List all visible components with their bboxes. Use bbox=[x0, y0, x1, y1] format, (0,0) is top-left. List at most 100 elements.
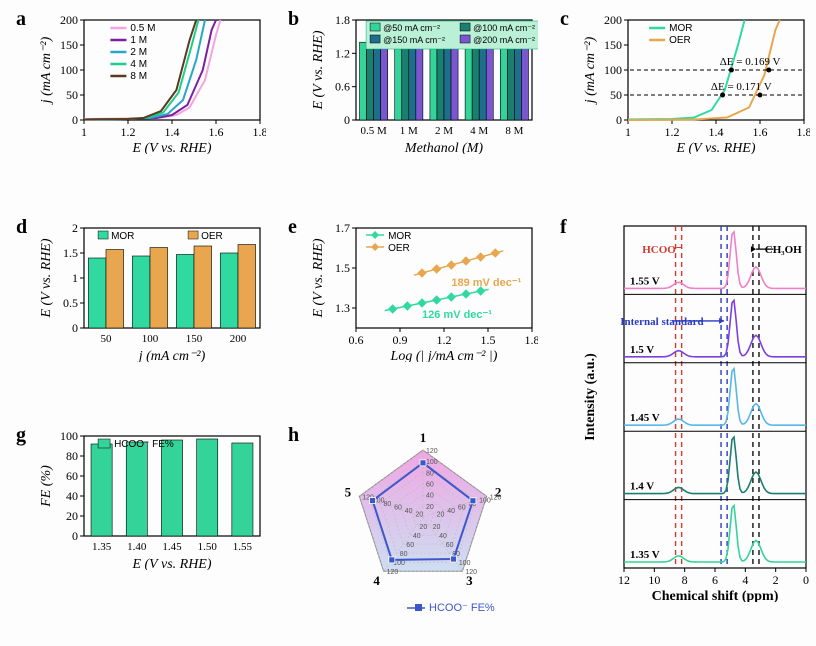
svg-text:60: 60 bbox=[66, 469, 78, 483]
panel-f: 024681012Chemical shift (ppm)Intensity (… bbox=[580, 222, 810, 602]
svg-text:8: 8 bbox=[682, 573, 688, 587]
svg-text:0.5 M: 0.5 M bbox=[360, 125, 387, 137]
svg-text:1.3: 1.3 bbox=[335, 301, 350, 315]
svg-text:8 M: 8 M bbox=[130, 71, 147, 82]
svg-text:100: 100 bbox=[426, 459, 438, 466]
svg-text:189 mV dec⁻¹: 189 mV dec⁻¹ bbox=[451, 277, 521, 289]
svg-text:j (mA cm⁻²): j (mA cm⁻²) bbox=[39, 36, 54, 105]
svg-text:6: 6 bbox=[712, 573, 718, 587]
svg-text:@150 mA cm⁻²: @150 mA cm⁻² bbox=[383, 35, 445, 45]
svg-text:40: 40 bbox=[405, 508, 413, 515]
panel-h: 1204060801001202204060801001203204060801… bbox=[308, 430, 538, 620]
svg-text:0: 0 bbox=[616, 113, 622, 127]
svg-text:1.35: 1.35 bbox=[92, 541, 112, 553]
svg-text:Intensity (a.u.): Intensity (a.u.) bbox=[583, 353, 598, 441]
svg-text:1.55: 1.55 bbox=[233, 541, 253, 553]
svg-text:12: 12 bbox=[618, 573, 630, 587]
svg-text:20: 20 bbox=[437, 512, 445, 519]
svg-text:4: 4 bbox=[742, 573, 748, 587]
svg-text:200: 200 bbox=[60, 14, 78, 27]
svg-text:1: 1 bbox=[81, 125, 87, 139]
svg-text:1.4: 1.4 bbox=[709, 125, 724, 139]
svg-text:1.45: 1.45 bbox=[162, 541, 182, 553]
svg-text:80: 80 bbox=[400, 551, 408, 558]
svg-text:@50 mA cm⁻²: @50 mA cm⁻² bbox=[383, 23, 440, 33]
svg-text:120: 120 bbox=[426, 448, 438, 455]
svg-text:1.8: 1.8 bbox=[797, 125, 811, 139]
label-g: g bbox=[16, 424, 26, 447]
svg-text:1.5: 1.5 bbox=[63, 246, 78, 260]
svg-text:40: 40 bbox=[439, 533, 447, 540]
svg-text:4 M: 4 M bbox=[470, 125, 488, 137]
svg-text:E (V vs. RHE): E (V vs. RHE) bbox=[311, 238, 326, 318]
svg-text:100: 100 bbox=[459, 560, 471, 567]
svg-text:50: 50 bbox=[610, 88, 622, 102]
svg-text:80: 80 bbox=[66, 449, 78, 463]
svg-text:OER: OER bbox=[201, 231, 223, 242]
label-b: b bbox=[288, 8, 299, 31]
svg-text:0: 0 bbox=[803, 573, 809, 587]
svg-text:200: 200 bbox=[230, 333, 247, 345]
svg-text:1 M: 1 M bbox=[400, 125, 418, 137]
svg-text:40: 40 bbox=[426, 493, 434, 500]
svg-text:E (V vs. RHE): E (V vs. RHE) bbox=[39, 238, 54, 318]
svg-text:1.45 V: 1.45 V bbox=[630, 412, 660, 424]
svg-text:1.8: 1.8 bbox=[335, 14, 350, 27]
label-c: c bbox=[560, 8, 569, 31]
svg-text:MOR: MOR bbox=[111, 231, 134, 242]
svg-text:1.5: 1.5 bbox=[335, 261, 350, 275]
figure-root: { "layout":{ "width":816,"height":646,"b… bbox=[0, 0, 816, 646]
svg-text:1 M: 1 M bbox=[130, 35, 147, 46]
svg-text:0.5: 0.5 bbox=[63, 296, 78, 310]
svg-text:100: 100 bbox=[604, 63, 622, 77]
svg-text:20: 20 bbox=[419, 524, 427, 531]
panel-d: 00.511.52j (mA cm⁻²)E (V vs. RHE)5010015… bbox=[36, 222, 266, 362]
svg-text:10: 10 bbox=[648, 573, 660, 587]
svg-text:100: 100 bbox=[142, 333, 159, 345]
svg-text:j (mA cm⁻²): j (mA cm⁻²) bbox=[137, 349, 206, 362]
svg-text:1.2: 1.2 bbox=[335, 46, 350, 60]
svg-text:E (V vs. RHE): E (V vs. RHE) bbox=[131, 141, 211, 154]
svg-text:20: 20 bbox=[66, 509, 78, 523]
svg-text:FE (%): FE (%) bbox=[39, 465, 54, 508]
svg-text:ΔE = 0.171 V: ΔE = 0.171 V bbox=[711, 81, 772, 93]
svg-text:MOR: MOR bbox=[388, 231, 411, 242]
svg-text:50: 50 bbox=[66, 88, 78, 102]
label-e: e bbox=[288, 216, 297, 239]
svg-text:2 M: 2 M bbox=[435, 125, 453, 137]
svg-text:1.6: 1.6 bbox=[753, 125, 768, 139]
svg-text:200: 200 bbox=[604, 14, 622, 27]
svg-text:80: 80 bbox=[384, 501, 392, 508]
panel-c: 11.21.41.61.8050100150200E (V vs. RHE)j … bbox=[580, 14, 810, 154]
svg-text:1.5: 1.5 bbox=[481, 333, 496, 347]
svg-text:20: 20 bbox=[433, 524, 441, 531]
svg-text:Chemical shift (ppm): Chemical shift (ppm) bbox=[652, 589, 779, 602]
panel-e: 0.60.91.21.51.81.31.51.7Log (| j/mA cm⁻²… bbox=[308, 222, 538, 362]
svg-text:MOR: MOR bbox=[669, 23, 692, 34]
svg-text:2: 2 bbox=[72, 222, 78, 235]
svg-text:4: 4 bbox=[373, 573, 380, 588]
svg-text:1.2: 1.2 bbox=[121, 125, 136, 139]
svg-text:@100 mA cm⁻²: @100 mA cm⁻² bbox=[473, 23, 535, 33]
svg-text:j (mA cm⁻²): j (mA cm⁻²) bbox=[583, 36, 598, 105]
svg-text:1.4: 1.4 bbox=[165, 125, 180, 139]
svg-text:8 M: 8 M bbox=[505, 125, 523, 137]
label-h: h bbox=[288, 424, 299, 447]
svg-text:1: 1 bbox=[420, 430, 427, 445]
svg-text:1.2: 1.2 bbox=[665, 125, 680, 139]
svg-text:150: 150 bbox=[186, 333, 203, 345]
svg-text:E (V vs. RHE): E (V vs. RHE) bbox=[131, 557, 211, 570]
svg-text:120: 120 bbox=[387, 569, 399, 576]
svg-text:Internal standard: Internal standard bbox=[620, 316, 703, 328]
svg-text:CH₃OH: CH₃OH bbox=[765, 244, 802, 256]
svg-text:0.5 M: 0.5 M bbox=[130, 23, 155, 34]
svg-text:0.6: 0.6 bbox=[349, 333, 364, 347]
svg-text:20: 20 bbox=[415, 512, 423, 519]
svg-text:0: 0 bbox=[72, 529, 78, 543]
svg-text:1.55 V: 1.55 V bbox=[630, 275, 660, 287]
svg-text:0: 0 bbox=[72, 321, 78, 335]
svg-text:1.7: 1.7 bbox=[335, 222, 350, 235]
svg-text:1.8: 1.8 bbox=[253, 125, 267, 139]
svg-text:126 mV dec⁻¹: 126 mV dec⁻¹ bbox=[422, 309, 492, 321]
svg-text:60: 60 bbox=[406, 542, 414, 549]
